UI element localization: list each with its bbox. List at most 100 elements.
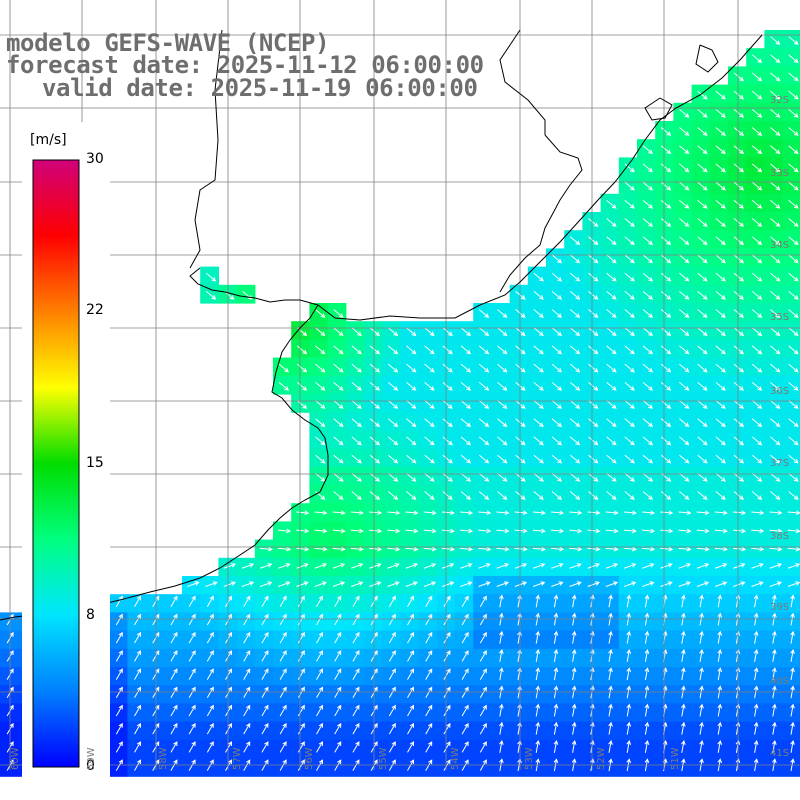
wind-arrow <box>624 254 635 264</box>
wind-arrow <box>297 613 305 626</box>
wind-arrow <box>243 722 251 735</box>
wind-arrow <box>624 181 635 191</box>
wind-arrow <box>442 418 453 428</box>
wind-arrow <box>261 686 269 699</box>
wind-arrow <box>442 436 453 446</box>
wind-arrow <box>770 54 781 64</box>
wind-arrow <box>316 613 324 626</box>
wind-arrow <box>608 612 613 626</box>
wind-arrow <box>407 741 415 753</box>
wind-arrow <box>733 472 745 482</box>
wind-arrow <box>788 290 799 300</box>
wind-arrow <box>733 581 746 587</box>
wind-arrow <box>315 309 326 318</box>
wind-arrow <box>624 163 635 173</box>
wind-arrow <box>406 363 417 373</box>
wind-arrow <box>624 491 635 500</box>
wind-arrow <box>697 309 708 318</box>
wind-arrow <box>697 236 708 246</box>
wind-arrow <box>770 199 781 209</box>
wind-arrow <box>699 739 704 753</box>
wind-arrow <box>334 704 342 717</box>
wind-arrow <box>751 290 763 300</box>
wind-arrow <box>261 650 269 662</box>
wind-arrow <box>514 581 528 587</box>
wind-arrow <box>407 595 415 608</box>
wind-arrow <box>478 400 490 409</box>
wind-arrow <box>497 309 508 318</box>
wind-arrow <box>333 472 344 482</box>
wind-arrow <box>315 400 326 409</box>
wind-arrow <box>388 631 396 644</box>
wind-arrow <box>333 436 344 446</box>
wind-arrow <box>788 218 799 227</box>
wind-arrow <box>206 686 214 699</box>
wind-arrow <box>569 472 581 482</box>
wind-arrow <box>441 581 455 587</box>
wind-arrow <box>460 436 472 446</box>
wind-arrow <box>332 546 346 552</box>
wind-arrow <box>499 594 504 608</box>
wind-arrow <box>387 472 399 482</box>
wind-arrow <box>624 272 635 282</box>
wind-arrow <box>369 345 381 355</box>
wind-arrow <box>642 454 654 464</box>
wind-arrow <box>626 667 632 681</box>
wind-arrow <box>261 668 269 680</box>
wind-arrow <box>369 454 381 464</box>
wind-arrow <box>772 630 777 644</box>
wind-arrow <box>770 272 781 282</box>
wind-arrow <box>407 613 415 626</box>
lat-label: 40S <box>770 676 790 687</box>
wind-arrow <box>134 704 142 717</box>
wind-arrow <box>278 528 292 534</box>
wind-arrow <box>551 472 563 482</box>
wind-arrow <box>243 595 251 608</box>
wind-arrow <box>479 595 487 608</box>
lon-label: 58W <box>158 747 169 770</box>
wind-arrow <box>442 363 453 373</box>
wind-arrow <box>350 546 364 552</box>
wind-arrow <box>606 218 617 227</box>
wind-arrow <box>788 400 799 409</box>
wind-arrow <box>770 290 781 300</box>
wind-arrow <box>715 418 726 428</box>
wind-arrow <box>496 528 510 534</box>
wind-arrow <box>790 648 795 662</box>
wind-arrow <box>751 145 763 155</box>
wind-arrow <box>460 472 472 482</box>
wind-arrow <box>460 345 472 355</box>
wind-arrow <box>533 272 544 282</box>
wind-arrow <box>115 631 123 644</box>
wind-arrow <box>315 345 326 355</box>
wind-arrow <box>479 686 487 699</box>
wind-arrow <box>679 127 690 136</box>
wind-arrow <box>225 650 233 662</box>
wind-arrow <box>170 631 178 644</box>
wind-arrow <box>406 381 417 391</box>
wind-arrow <box>553 594 559 608</box>
wind-arrow <box>660 546 674 552</box>
wind-arrow <box>660 454 672 464</box>
wind-arrow <box>697 90 708 100</box>
wind-arrow <box>696 563 710 569</box>
wind-arrow <box>788 454 799 464</box>
wind-arrow <box>733 510 747 516</box>
wind-arrow <box>642 309 654 318</box>
wind-arrow <box>587 563 600 569</box>
wind-arrow <box>770 218 781 227</box>
wind-arrow <box>188 613 196 626</box>
wind-arrow <box>751 510 765 516</box>
wind-arrow <box>644 594 650 608</box>
wind-arrow <box>679 309 690 318</box>
wind-arrow <box>478 472 490 482</box>
coastline <box>0 29 763 621</box>
wind-arrow <box>297 704 305 717</box>
wind-arrow <box>788 236 799 246</box>
wind-arrow <box>769 563 782 569</box>
wind-arrow <box>681 667 686 681</box>
wind-arrow <box>388 741 396 753</box>
wind-arrow <box>642 272 654 282</box>
wind-arrow <box>717 739 723 753</box>
